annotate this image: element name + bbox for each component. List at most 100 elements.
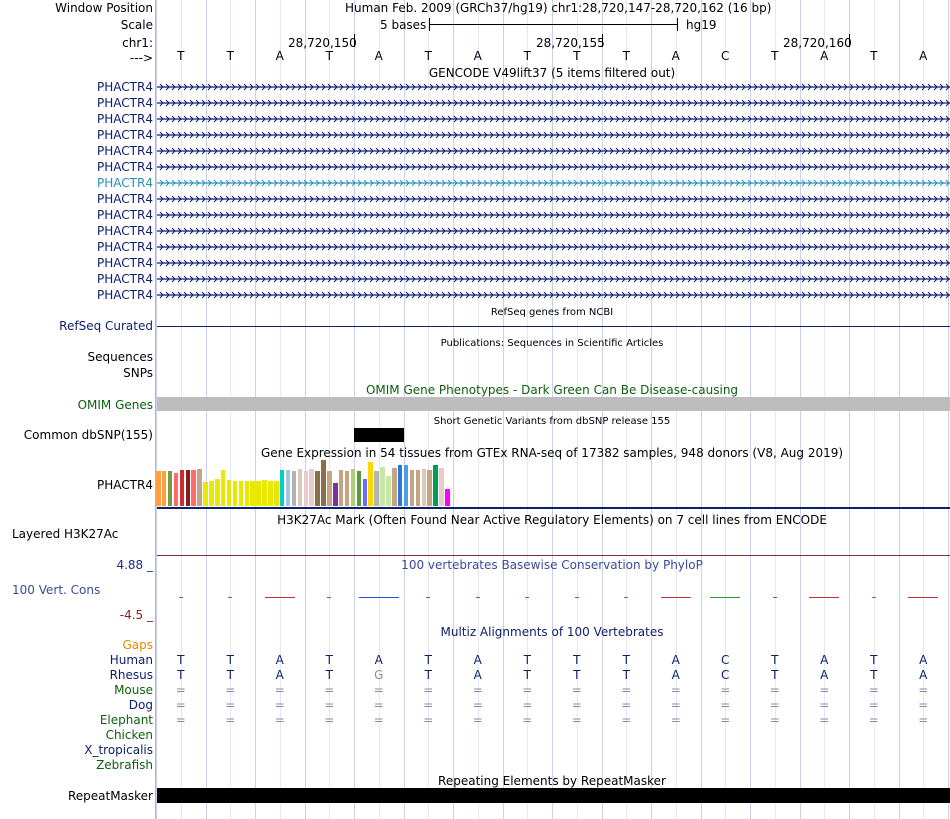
phylop-track-label[interactable]: 100 Vert. Cons <box>12 583 101 597</box>
gtex-tissue-bar[interactable] <box>415 470 421 506</box>
gencode-item-label[interactable]: PHACTR4 <box>97 96 153 110</box>
gtex-tissue-bar[interactable] <box>285 470 291 506</box>
gtex-tissue-bar[interactable] <box>350 469 356 506</box>
publications-sequences-label[interactable]: Sequences <box>87 350 153 364</box>
gencode-transcript[interactable] <box>157 241 950 253</box>
gtex-tissue-bar[interactable] <box>392 468 397 506</box>
gencode-item-label[interactable]: PHACTR4 <box>97 288 153 302</box>
gtex-tissue-bar[interactable] <box>427 470 432 506</box>
gencode-transcript[interactable] <box>157 129 950 141</box>
gencode-item-label[interactable]: PHACTR4 <box>97 256 153 270</box>
refseq-gene-line[interactable] <box>157 326 950 327</box>
gencode-transcript[interactable] <box>157 193 950 205</box>
gtex-tissue-bar[interactable] <box>344 471 350 506</box>
gtex-track-label[interactable]: PHACTR4 <box>97 478 153 492</box>
gencode-item-label[interactable]: PHACTR4 <box>97 80 153 94</box>
gencode-item-label[interactable]: PHACTR4 <box>97 144 153 158</box>
gtex-tissue-bar[interactable] <box>291 471 297 506</box>
gtex-tissue-bar[interactable] <box>191 470 196 506</box>
gtex-tissue-bar[interactable] <box>279 470 285 506</box>
gtex-tissue-bar[interactable] <box>356 471 362 506</box>
gencode-item-label[interactable]: PHACTR4 <box>97 112 153 126</box>
gtex-tissue-bar[interactable] <box>185 470 191 506</box>
gencode-item-label[interactable]: PHACTR4 <box>97 176 153 190</box>
gencode-item-label[interactable]: PHACTR4 <box>97 224 153 238</box>
gencode-transcript[interactable] <box>157 161 950 173</box>
repeatmasker-track-label[interactable]: RepeatMasker <box>67 789 153 803</box>
gencode-transcript[interactable] <box>157 209 950 221</box>
gtex-tissue-bar[interactable] <box>262 480 267 506</box>
gtex-tissue-bar[interactable] <box>315 471 320 506</box>
gencode-transcript[interactable] <box>157 273 950 285</box>
gtex-tissue-bar[interactable] <box>274 481 279 506</box>
publications-snps-label[interactable]: SNPs <box>123 366 153 380</box>
gencode-transcript[interactable] <box>157 225 950 237</box>
gtex-tissue-bar[interactable] <box>203 482 208 506</box>
gtex-tissue-bar[interactable] <box>380 467 385 506</box>
gencode-item-label[interactable]: PHACTR4 <box>97 160 153 174</box>
gtex-tissue-bar[interactable] <box>297 469 303 506</box>
gtex-tissue-bar[interactable] <box>250 481 255 506</box>
gtex-tissue-bar[interactable] <box>179 470 185 506</box>
multiz-species-label[interactable]: Elephant <box>99 713 153 727</box>
multiz-species-label[interactable]: Zebrafish <box>96 758 153 772</box>
gencode-item-label[interactable]: PHACTR4 <box>97 192 153 206</box>
gtex-tissue-bar[interactable] <box>167 471 173 506</box>
dbsnp-track-label[interactable]: Common dbSNP(155) <box>23 428 153 442</box>
gtex-tissue-bar[interactable] <box>197 469 202 506</box>
gtex-tissue-bar[interactable] <box>209 481 214 506</box>
gtex-tissue-bar[interactable] <box>421 469 427 506</box>
gencode-transcript[interactable] <box>157 81 950 93</box>
gtex-tissue-bar[interactable] <box>215 479 220 506</box>
gtex-tissue-bar[interactable] <box>238 481 244 506</box>
multiz-gaps-label[interactable]: Gaps <box>122 638 153 652</box>
multiz-species-label[interactable]: Mouse <box>114 683 153 697</box>
gtex-tissue-bar[interactable] <box>244 481 250 506</box>
gtex-tissue-bar[interactable] <box>368 462 373 506</box>
gencode-transcript[interactable] <box>157 97 950 109</box>
gtex-tissue-bar[interactable] <box>409 470 415 506</box>
gtex-tissue-bar[interactable] <box>362 479 368 506</box>
h3k27ac-track-label[interactable]: Layered H3K27Ac <box>12 527 119 541</box>
omim-gene-bar[interactable] <box>157 397 950 411</box>
gtex-tissue-bar[interactable] <box>439 468 444 506</box>
gtex-tissue-bar[interactable] <box>232 481 238 506</box>
gtex-tissue-bar[interactable] <box>403 465 409 506</box>
gtex-tissue-bar[interactable] <box>161 471 167 506</box>
multiz-species-label[interactable]: Rhesus <box>109 668 153 682</box>
gtex-tissue-bar[interactable] <box>321 460 326 506</box>
gtex-tissue-bar[interactable] <box>397 465 403 506</box>
multiz-species-label[interactable]: Human <box>109 653 153 667</box>
gtex-tissue-bar[interactable] <box>433 465 438 506</box>
gencode-transcript[interactable] <box>157 177 950 189</box>
gtex-tissue-bar[interactable] <box>338 470 344 506</box>
gtex-tissue-bar[interactable] <box>333 483 338 506</box>
gtex-tissue-bar[interactable] <box>226 480 232 506</box>
gencode-transcript[interactable] <box>157 289 950 301</box>
gencode-transcript[interactable] <box>157 257 950 269</box>
gencode-transcript[interactable] <box>157 145 950 157</box>
dbsnp-variant-block[interactable] <box>354 428 404 442</box>
omim-track-label[interactable]: OMIM Genes <box>77 398 153 412</box>
gtex-tissue-bar[interactable] <box>156 471 161 506</box>
multiz-species-label[interactable]: X_tropicalis <box>84 743 153 757</box>
gtex-tissue-bar[interactable] <box>303 471 309 506</box>
gtex-tissue-bar[interactable] <box>220 470 226 506</box>
repeatmasker-element[interactable] <box>157 788 950 803</box>
gencode-item-label[interactable]: PHACTR4 <box>97 128 153 142</box>
gtex-tissue-bar[interactable] <box>374 471 379 506</box>
gencode-transcript[interactable] <box>157 113 950 125</box>
gtex-tissue-bar[interactable] <box>268 481 273 506</box>
multiz-species-label[interactable]: Dog <box>128 698 153 712</box>
gtex-tissue-bar[interactable] <box>445 489 450 506</box>
gencode-item-label[interactable]: PHACTR4 <box>97 240 153 254</box>
gtex-tissue-bar[interactable] <box>309 469 314 506</box>
gtex-tissue-bar[interactable] <box>327 471 332 506</box>
gtex-tissue-bar[interactable] <box>256 481 261 506</box>
gencode-item-label[interactable]: PHACTR4 <box>97 208 153 222</box>
multiz-species-label[interactable]: Chicken <box>105 728 153 742</box>
gencode-item-label[interactable]: PHACTR4 <box>97 272 153 286</box>
gtex-tissue-bar[interactable] <box>386 476 391 506</box>
gtex-tissue-bar[interactable] <box>173 473 179 506</box>
refseq-track-label[interactable]: RefSeq Curated <box>59 319 153 333</box>
